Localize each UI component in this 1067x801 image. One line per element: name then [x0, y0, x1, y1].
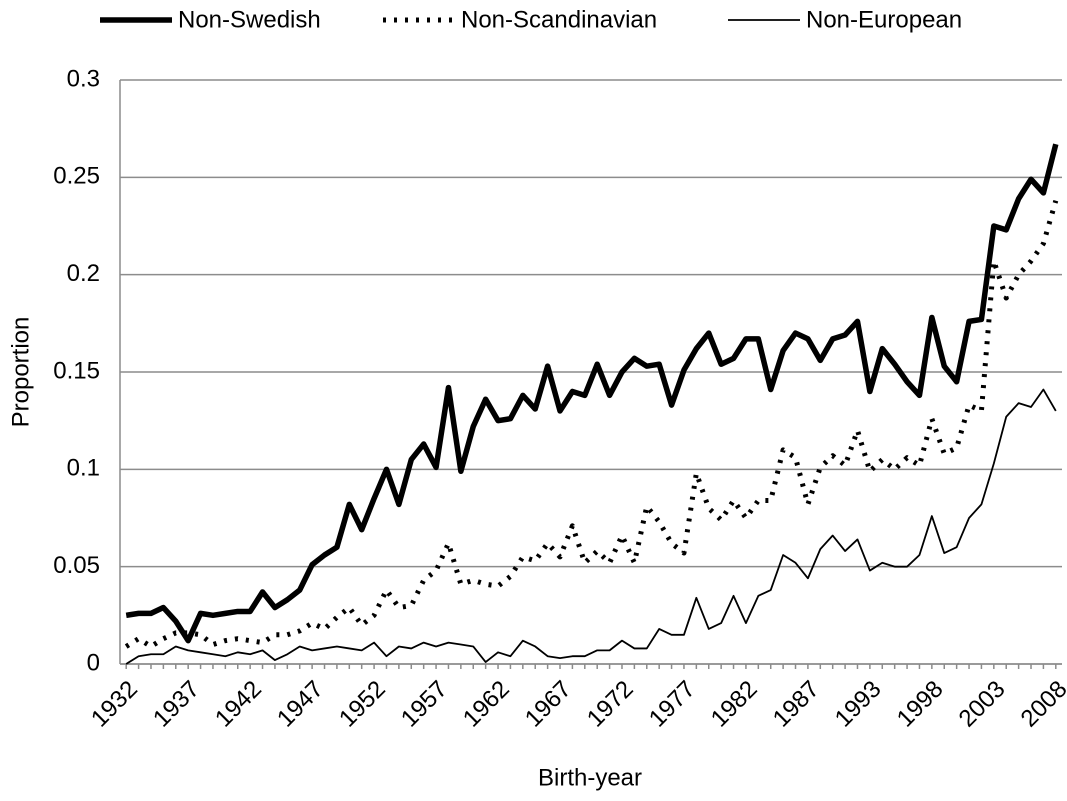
y-tick-label: 0.2: [67, 260, 100, 287]
y-tick-label: 0.15: [53, 357, 100, 384]
x-tick-label: 1987: [768, 676, 825, 733]
series-line: [125, 143, 1059, 644]
series-line: [124, 199, 1059, 649]
y-axis-label: Proportion: [7, 317, 34, 428]
x-tick-label: 1967: [520, 676, 577, 733]
x-tick-label: 1993: [830, 676, 887, 733]
x-tick-label: 1937: [148, 676, 205, 733]
x-tick-label: 1982: [706, 676, 763, 733]
x-tick-label: 1998: [892, 676, 949, 733]
x-tick-label: 2008: [1016, 676, 1067, 733]
x-axis-label: Birth-year: [538, 764, 642, 791]
x-tick-label: 1957: [396, 676, 453, 733]
legend-label: Non-Scandinavian: [461, 6, 657, 33]
x-tick-label: 1972: [582, 676, 639, 733]
x-tick-label: 1952: [334, 676, 391, 733]
x-tick-label: 1962: [458, 676, 515, 733]
y-tick-label: 0.1: [67, 455, 100, 482]
legend-label: Non-European: [806, 6, 962, 33]
x-tick-label: 1932: [86, 676, 143, 733]
y-tick-label: 0: [87, 649, 100, 676]
y-tick-label: 0.3: [67, 65, 100, 92]
x-tick-label: 1942: [210, 676, 267, 733]
x-tick-label: 2003: [954, 676, 1011, 733]
y-tick-label: 0.05: [53, 552, 100, 579]
y-tick-label: 0.25: [53, 163, 100, 190]
x-tick-label: 1977: [644, 676, 701, 733]
x-tick-label: 1947: [272, 676, 329, 733]
series-line: [125, 388, 1057, 665]
legend-label: Non-Swedish: [178, 6, 321, 33]
